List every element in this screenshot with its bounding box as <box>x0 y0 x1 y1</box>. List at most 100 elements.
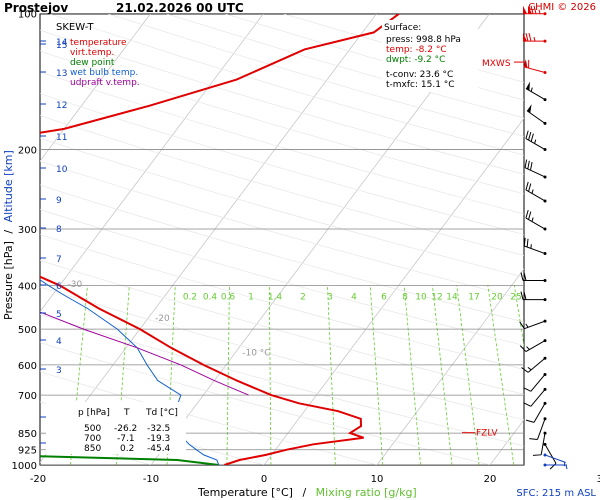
fzlv-label: FZLV <box>476 429 498 439</box>
wind-barb-feather <box>533 5 537 14</box>
surface-press: press: 998.8 hPa <box>386 35 461 45</box>
wind-barb-pennant <box>523 33 527 42</box>
wind-barb-feather <box>549 463 557 470</box>
wind-barb <box>523 237 547 256</box>
wind-barb-feather <box>523 291 527 300</box>
wind-barb-staff <box>524 320 546 330</box>
wind-barb-feather <box>528 32 532 42</box>
wind-barb-half-feather <box>527 366 532 371</box>
wind-barb-staff <box>530 389 546 407</box>
wind-barb <box>523 5 547 16</box>
wind-barb-station <box>543 401 547 405</box>
wind-barb <box>526 104 547 125</box>
wind-barb-staff <box>525 189 546 202</box>
temperature-tick-label: 20 <box>484 474 497 485</box>
profiles-layer <box>40 14 400 465</box>
wind-barb-station <box>543 298 547 302</box>
wind-barb-station <box>543 431 547 435</box>
wind-barb-pennant <box>523 5 527 14</box>
table-cell: -45.4 <box>147 444 171 454</box>
wind-barb-station <box>543 417 547 421</box>
surface-info: Surface: press: 998.8 hPa temp: -8.2 °C … <box>382 20 478 92</box>
surface-temp: temp: -8.2 °C <box>386 45 447 55</box>
wind-barb-feather <box>532 454 542 456</box>
wind-barb-feather <box>524 159 528 168</box>
wind-barb-feather <box>519 321 525 329</box>
mixing-ratio-label: 10 <box>415 292 427 302</box>
mixing-ratio-label: 2 <box>300 292 306 302</box>
dry-adiabat <box>40 160 524 300</box>
mixing-ratio-line <box>513 285 524 348</box>
wind-barb-half-feather <box>530 87 533 92</box>
legend-dew-point: dew point <box>70 58 115 68</box>
wind-barb-station <box>543 463 547 467</box>
chart-title: SKEW-T <box>56 22 94 33</box>
wind-barb <box>543 463 568 470</box>
table-cell: -19.3 <box>147 434 170 444</box>
dry-adiabat <box>40 115 524 256</box>
wind-barb <box>525 401 547 423</box>
wind-barb-staff <box>544 454 566 463</box>
wind-barb-staff <box>524 167 546 178</box>
wind-barb-feather <box>527 160 530 170</box>
wind-barb-station <box>543 356 547 360</box>
wind-barb-feather <box>523 402 532 407</box>
wind-barb-feather <box>526 238 529 248</box>
wind-barb-feather <box>529 438 538 440</box>
table-cell: -32.5 <box>147 424 170 434</box>
wind-barb <box>523 387 547 407</box>
station-name: Prostejov <box>4 1 68 15</box>
mixing-ratio-label: 6 <box>381 292 387 302</box>
pressure-tick-label: 1000 <box>12 461 37 472</box>
wind-barb <box>532 431 547 456</box>
wind-barb <box>521 356 547 373</box>
altitude-tick-label: 9 <box>56 196 62 206</box>
table-cell: 500 <box>84 424 101 434</box>
wind-barb-staff <box>525 88 546 101</box>
temperature-tick-label: -20 <box>30 474 46 485</box>
pressure-tick-label: 100 <box>18 10 37 21</box>
wind-barb-station <box>543 387 547 391</box>
wind-barb-staff <box>540 433 546 455</box>
altitude-tick-label: 5 <box>56 310 62 320</box>
mixing-ratio-label: 4 <box>351 292 357 302</box>
wind-barb-station <box>543 121 547 125</box>
mixing-ratio-line <box>551 285 584 465</box>
wind-barb <box>525 181 547 203</box>
wind-barb-feather <box>520 291 524 300</box>
legend-updraft: udpraft v.temp. <box>70 78 140 88</box>
isotherm-line <box>40 14 377 464</box>
wind-barb-feather <box>520 272 524 281</box>
wind-barb <box>520 272 547 282</box>
ylabel: Pressure [hPa] / Altitude [km] <box>2 150 15 320</box>
wind-barb-feather <box>519 345 527 352</box>
legend: SKEW-T temperature virt.temp. dew point … <box>56 22 140 88</box>
wind-barb-feather <box>521 367 529 373</box>
ylabel-pressure: Pressure [hPa] <box>2 241 15 320</box>
dry-adiabat <box>40 234 524 370</box>
wind-barb-staff <box>537 418 546 440</box>
wind-barb-half-feather <box>538 9 541 14</box>
wind-barb-half-feather <box>531 189 534 194</box>
dry-adiabat <box>40 137 524 278</box>
table-header-td: Td [°C] <box>145 408 178 418</box>
mixing-ratio-label: 1 <box>248 292 254 302</box>
altitude-tick-label: 12 <box>56 101 67 111</box>
mixing-ratio-label: 17 <box>468 292 479 302</box>
legend-temperature: temperature <box>70 38 127 48</box>
dry-adiabat <box>40 260 524 395</box>
altitude-tick-label: 10 <box>56 165 68 175</box>
altitude-tick-label: 13 <box>56 69 67 79</box>
pressure-tick-label: 850 <box>18 429 37 440</box>
altitude-tick-label: 4 <box>56 337 62 347</box>
wind-barb-pennant <box>526 104 532 114</box>
credit-label: CHMI © 2026 <box>528 2 596 13</box>
wind-barb-station <box>543 453 547 457</box>
mixing-ratio-label: 1.4 <box>268 292 283 302</box>
wind-barb-feather <box>525 181 529 191</box>
wind-barb-staff <box>530 374 546 392</box>
table-cell: 0.2 <box>120 444 134 454</box>
wind-barb-pennant <box>525 81 530 91</box>
altitude-tick-label: 6 <box>56 282 62 292</box>
